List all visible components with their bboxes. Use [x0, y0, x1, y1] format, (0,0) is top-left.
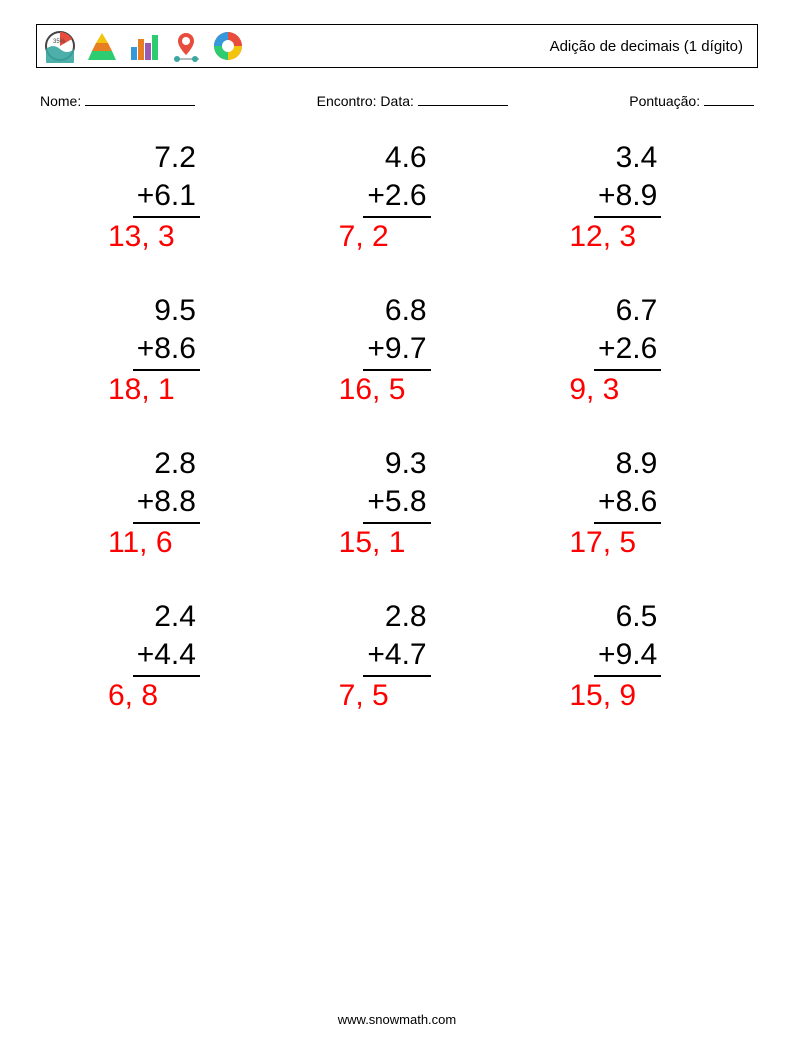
date-field: Encontro: Data: [317, 92, 508, 109]
answer: 16, 5 [297, 373, 498, 407]
operand-top: 8.9 [594, 445, 661, 483]
problem-stack: 8.9+8.6 [594, 445, 661, 524]
vinculum [363, 216, 430, 218]
info-row: Nome: Encontro: Data: Pontuação: [40, 92, 754, 109]
problem: 2.4+4.46, 8 [66, 598, 267, 713]
problem: 7.2+6.113, 3 [66, 139, 267, 254]
answer: 9, 3 [527, 373, 728, 407]
svg-text:35%: 35% [53, 39, 66, 45]
vinculum [133, 675, 200, 677]
problem: 6.8+9.716, 5 [297, 292, 498, 407]
operand-top: 2.8 [363, 598, 430, 636]
operand-top: 2.8 [133, 445, 200, 483]
operand-top: 7.2 [133, 139, 200, 177]
answer: 7, 5 [297, 679, 498, 713]
problem: 2.8+4.77, 5 [297, 598, 498, 713]
donut-chart-icon [211, 29, 245, 63]
pin-nodes-icon [169, 29, 203, 63]
problem: 4.6+2.67, 2 [297, 139, 498, 254]
vinculum [594, 675, 661, 677]
problem: 6.5+9.415, 9 [527, 598, 728, 713]
operand-top: 6.8 [363, 292, 430, 330]
operand-bottom: +8.6 [594, 483, 661, 521]
problem-stack: 2.8+4.7 [363, 598, 430, 677]
problem-stack: 2.8+8.8 [133, 445, 200, 524]
answer: 12, 3 [527, 220, 728, 254]
answer: 13, 3 [66, 220, 267, 254]
operand-bottom: +2.6 [363, 177, 430, 215]
answer: 7, 2 [297, 220, 498, 254]
vinculum [133, 369, 200, 371]
operand-top: 6.5 [594, 598, 661, 636]
answer: 15, 9 [527, 679, 728, 713]
operand-bottom: +2.6 [594, 330, 661, 368]
problem-stack: 3.4+8.9 [594, 139, 661, 218]
score-label: Pontuação: [629, 93, 700, 109]
date-blank [418, 92, 508, 106]
vinculum [363, 369, 430, 371]
operand-top: 6.7 [594, 292, 661, 330]
footer: www.snowmath.com [0, 1012, 794, 1027]
operand-bottom: +8.9 [594, 177, 661, 215]
problem: 2.8+8.811, 6 [66, 445, 267, 560]
worksheet-title: Adição de decimais (1 dígito) [550, 38, 743, 55]
operand-bottom: +9.7 [363, 330, 430, 368]
score-blank [704, 92, 754, 106]
score-field: Pontuação: [629, 92, 754, 109]
bar-chart-icon [127, 29, 161, 63]
problems-grid: 7.2+6.113, 34.6+2.67, 23.4+8.912, 39.5+8… [36, 139, 758, 713]
problem-stack: 6.7+2.6 [594, 292, 661, 371]
vinculum [133, 522, 200, 524]
worksheet-page: 35% [0, 0, 794, 1053]
vinculum [594, 369, 661, 371]
footer-text: www.snowmath.com [338, 1012, 456, 1027]
problem-stack: 4.6+2.6 [363, 139, 430, 218]
date-label: Encontro: Data: [317, 93, 414, 109]
problem-stack: 9.5+8.6 [133, 292, 200, 371]
operand-bottom: +4.7 [363, 636, 430, 674]
operand-bottom: +4.4 [133, 636, 200, 674]
answer: 11, 6 [66, 526, 267, 560]
problem-stack: 9.3+5.8 [363, 445, 430, 524]
vinculum [594, 216, 661, 218]
answer: 18, 1 [66, 373, 267, 407]
vinculum [133, 216, 200, 218]
problem-stack: 2.4+4.4 [133, 598, 200, 677]
answer: 6, 8 [66, 679, 267, 713]
vinculum [594, 522, 661, 524]
problem: 3.4+8.912, 3 [527, 139, 728, 254]
operand-bottom: +9.4 [594, 636, 661, 674]
answer: 17, 5 [527, 526, 728, 560]
operand-bottom: +8.6 [133, 330, 200, 368]
name-blank [85, 92, 195, 106]
name-label: Nome: [40, 93, 81, 109]
problem: 8.9+8.617, 5 [527, 445, 728, 560]
pyramid-icon [85, 29, 119, 63]
problem: 6.7+2.69, 3 [527, 292, 728, 407]
problem-stack: 6.5+9.4 [594, 598, 661, 677]
operand-top: 9.5 [133, 292, 200, 330]
operand-top: 9.3 [363, 445, 430, 483]
problem: 9.5+8.618, 1 [66, 292, 267, 407]
operand-bottom: +6.1 [133, 177, 200, 215]
pie-chart-icon: 35% [43, 29, 77, 63]
problem: 9.3+5.815, 1 [297, 445, 498, 560]
operand-bottom: +5.8 [363, 483, 430, 521]
header-icons: 35% [43, 29, 245, 63]
operand-top: 4.6 [363, 139, 430, 177]
operand-bottom: +8.8 [133, 483, 200, 521]
name-field: Nome: [40, 92, 195, 109]
operand-top: 2.4 [133, 598, 200, 636]
answer: 15, 1 [297, 526, 498, 560]
vinculum [363, 522, 430, 524]
operand-top: 3.4 [594, 139, 661, 177]
vinculum [363, 675, 430, 677]
header-box: 35% [36, 24, 758, 68]
problem-stack: 7.2+6.1 [133, 139, 200, 218]
problem-stack: 6.8+9.7 [363, 292, 430, 371]
